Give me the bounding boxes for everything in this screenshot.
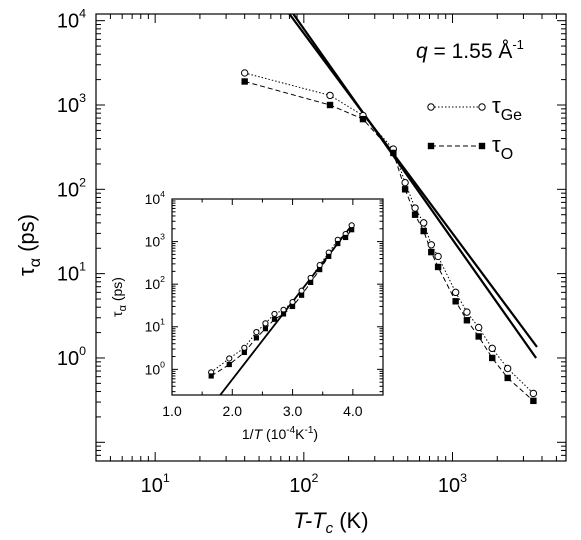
inset-point-ge	[241, 344, 248, 351]
main-point-ge	[419, 219, 428, 227]
inset-chart: 100 101 102 103 104 1.0 2.0 3.0 4.0 1/T (10-4K-1)…	[109, 189, 384, 442]
main-point-ge	[434, 252, 442, 261]
main-point-ge	[451, 288, 460, 297]
main-point-o	[411, 211, 419, 218]
main-point-ge	[474, 323, 483, 332]
inset-y-axis-title: τα (ps)	[109, 277, 129, 317]
main-point-o	[504, 374, 511, 382]
main-point-ge	[326, 91, 334, 100]
main-point-ge	[427, 241, 435, 249]
main-point-o	[359, 115, 367, 123]
main-point-o	[434, 263, 442, 271]
main-point-o	[428, 248, 435, 256]
main-point-ge	[463, 308, 471, 316]
inset-x-tick-label: 2.0	[223, 403, 243, 419]
inset-point-o	[208, 373, 214, 379]
main-point-o	[390, 149, 397, 157]
main-point-o	[463, 317, 471, 324]
inset-x-tick-label: 1.0	[162, 403, 182, 419]
main-point-o	[489, 354, 496, 362]
main-point-ge	[529, 389, 538, 398]
main-point-ge	[401, 178, 409, 187]
q-annotation: q = 1.55 Å-1	[416, 37, 524, 63]
inset-point-o	[308, 279, 314, 286]
inset-point-o	[335, 240, 341, 247]
inset-point-o	[326, 253, 332, 259]
inset-y-tick-label: 103	[145, 231, 166, 249]
main-point-ge	[488, 344, 496, 353]
inset-x-tick-label: 4.0	[343, 403, 363, 419]
main-series-line-fit-2	[288, 14, 538, 348]
inset-point-o	[262, 326, 269, 332]
main-x-tick-label: 102	[289, 471, 318, 497]
main-point-o	[401, 186, 409, 193]
inset-y-tick-label: 100	[145, 359, 166, 377]
main-point-o	[452, 298, 459, 305]
inset-point-o	[317, 266, 323, 273]
main-y-axis-title: τα (ps)	[14, 214, 44, 276]
main-x-axis-title: T-Tc (K)	[293, 508, 368, 537]
inset-point-ge	[262, 320, 269, 327]
legend: τGe τO	[427, 93, 522, 163]
main-point-o	[475, 333, 482, 340]
inset-point-ge	[316, 262, 323, 269]
main-x-tick-label: 103	[438, 471, 467, 497]
inset-y-tick-label: 102	[145, 274, 166, 292]
main-point-ge	[503, 364, 512, 373]
inset-point-ge	[253, 328, 260, 336]
main-point-o	[530, 397, 537, 405]
inset-point-ge	[307, 274, 314, 282]
inset-point-o	[241, 349, 247, 356]
main-y-tick-label: 100	[57, 344, 86, 370]
inset-point-o	[289, 303, 296, 310]
inset-point-o	[271, 316, 278, 322]
inset-point-o	[299, 292, 305, 298]
inset-point-o	[226, 361, 232, 368]
legend-marker-ge	[478, 103, 486, 111]
main-series-line-fit-3	[292, 14, 537, 359]
inset-point-o	[280, 311, 287, 317]
legend-marker-o	[478, 142, 486, 150]
legend-label-o: τO	[492, 132, 513, 163]
main-point-ge	[240, 69, 249, 77]
legend-label-ge: τGe	[492, 93, 522, 124]
inset-point-ge	[298, 287, 305, 294]
inset-point-ge	[271, 310, 278, 318]
inset-y-tick-label: 101	[145, 317, 166, 335]
main-point-o	[326, 101, 334, 109]
main-point-ge	[411, 204, 419, 212]
inset-point-o	[343, 234, 349, 241]
inset-x-tick-label: 3.0	[283, 403, 303, 419]
main-ticks	[95, 14, 566, 462]
main-y-tick-label: 102	[57, 175, 86, 201]
main-y-tick-label: 101	[57, 260, 86, 286]
legend-marker-ge	[427, 103, 435, 111]
legend-marker-o	[427, 142, 435, 150]
inset-x-axis-title: 1/T (10-4K-1)	[242, 425, 318, 442]
inset-point-o	[349, 227, 355, 233]
main-x-tick-label: 101	[141, 471, 170, 497]
inset-point-o	[253, 335, 259, 341]
main-point-o	[241, 78, 248, 85]
main-y-tick-label: 104	[57, 7, 86, 33]
inset-point-ge	[226, 355, 233, 362]
main-point-o	[420, 227, 427, 235]
main-y-tick-label: 103	[57, 91, 86, 117]
inset-y-tick-label: 104	[145, 189, 166, 207]
inset-ticks	[171, 198, 384, 395]
